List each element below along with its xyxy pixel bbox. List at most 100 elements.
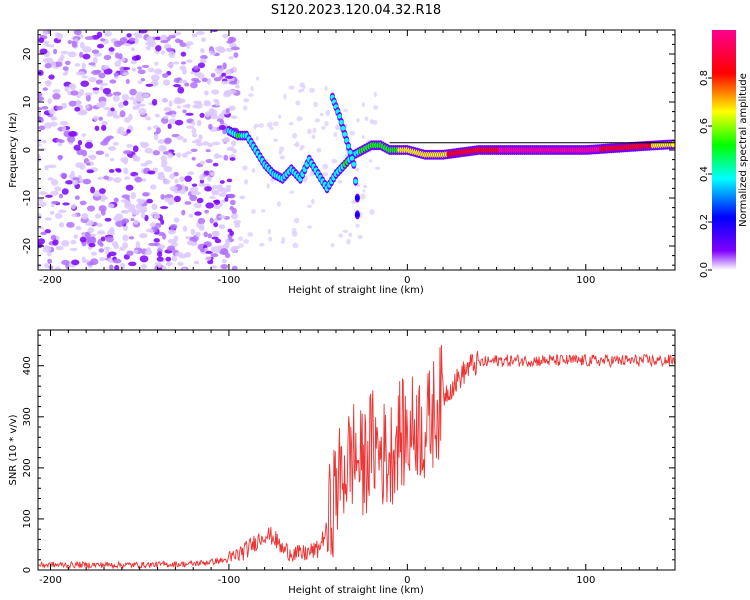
colorbar-tick-label: 0.6 bbox=[699, 118, 710, 134]
noise-speck bbox=[144, 147, 153, 154]
noise-speck bbox=[316, 147, 322, 153]
noise-speck bbox=[186, 240, 194, 246]
noise-speck bbox=[137, 80, 143, 84]
noise-speck bbox=[112, 114, 121, 119]
noise-speck bbox=[75, 162, 85, 168]
noise-speck bbox=[180, 61, 187, 65]
noise-speck bbox=[123, 167, 129, 175]
noise-speck bbox=[173, 84, 182, 88]
noise-speck bbox=[196, 197, 204, 204]
noise-speck bbox=[213, 76, 222, 82]
noise-speck bbox=[152, 150, 161, 156]
noise-speck bbox=[200, 54, 208, 60]
noise-speck bbox=[216, 65, 223, 69]
noise-speck bbox=[309, 87, 315, 93]
x-tick-label: 100 bbox=[576, 575, 595, 586]
snr-xlabel: Height of straight line (km) bbox=[288, 585, 424, 596]
noise-speck bbox=[295, 100, 301, 106]
noise-speck bbox=[154, 113, 160, 118]
noise-speck bbox=[190, 228, 196, 236]
noise-speck bbox=[141, 178, 147, 182]
noise-speck bbox=[310, 198, 315, 205]
y-tick-label: 20 bbox=[22, 48, 33, 61]
noise-speck bbox=[147, 67, 155, 73]
noise-speck bbox=[174, 178, 179, 184]
noise-speck bbox=[258, 122, 264, 128]
noise-speck bbox=[230, 140, 236, 147]
noise-speck bbox=[189, 186, 199, 193]
noise-speck bbox=[160, 219, 165, 225]
noise-speck bbox=[141, 64, 150, 69]
noise-speck bbox=[86, 169, 94, 174]
noise-speck bbox=[84, 231, 91, 239]
noise-speck bbox=[193, 79, 201, 83]
noise-speck bbox=[248, 93, 254, 97]
branch-point bbox=[353, 178, 358, 184]
noise-speck bbox=[163, 115, 169, 119]
noise-speck bbox=[322, 172, 328, 177]
noise-speck bbox=[185, 151, 192, 155]
noise-speck bbox=[288, 122, 294, 126]
noise-speck bbox=[279, 155, 285, 160]
noise-speck bbox=[96, 230, 106, 235]
noise-speck bbox=[221, 258, 227, 264]
noise-speck bbox=[99, 242, 104, 247]
noise-speck bbox=[138, 30, 148, 34]
y-tick-label: -10 bbox=[22, 190, 33, 206]
noise-speck bbox=[39, 197, 44, 203]
noise-speck bbox=[121, 218, 130, 224]
noise-speck bbox=[165, 111, 173, 116]
noise-speck bbox=[116, 169, 122, 173]
noise-speck bbox=[61, 259, 70, 266]
noise-speck bbox=[228, 81, 237, 85]
y-tick-label: 400 bbox=[22, 356, 33, 375]
noise-speck bbox=[268, 236, 273, 242]
noise-speck bbox=[97, 176, 104, 180]
noise-speck bbox=[125, 184, 134, 191]
noise-speck bbox=[337, 180, 343, 184]
noise-speck bbox=[98, 116, 103, 121]
noise-speck bbox=[75, 99, 82, 107]
noise-speck bbox=[227, 89, 237, 95]
noise-speck bbox=[51, 200, 60, 205]
noise-speck bbox=[47, 251, 52, 257]
noise-speck bbox=[164, 137, 172, 144]
noise-speck bbox=[221, 72, 227, 77]
noise-speck bbox=[119, 130, 127, 136]
noise-speck bbox=[137, 209, 147, 213]
noise-speck bbox=[199, 223, 205, 230]
noise-speck bbox=[160, 50, 166, 55]
noise-speck bbox=[205, 159, 213, 164]
noise-speck bbox=[168, 34, 176, 39]
noise-speck bbox=[364, 116, 369, 122]
noise-speck bbox=[141, 263, 147, 270]
noise-speck bbox=[319, 112, 324, 117]
noise-speck bbox=[114, 60, 122, 67]
noise-speck bbox=[335, 124, 339, 130]
colorbar-ticks: 0.0 0.2 0.4 0.6 0.8 bbox=[699, 70, 712, 278]
noise-speck bbox=[84, 36, 94, 41]
snr-ylabel: SNR (10 * v/v) bbox=[8, 414, 19, 485]
noise-speck bbox=[355, 224, 360, 228]
noise-speck bbox=[58, 139, 65, 144]
noise-speck bbox=[184, 201, 192, 205]
noise-speck bbox=[135, 91, 144, 99]
branch-point bbox=[351, 161, 357, 167]
noise-speck bbox=[151, 74, 160, 82]
noise-speck bbox=[333, 132, 338, 137]
noise-speck bbox=[73, 144, 81, 151]
y-tick-label: 300 bbox=[22, 407, 33, 426]
noise-speck bbox=[68, 83, 75, 89]
noise-speck bbox=[112, 91, 122, 96]
noise-speck bbox=[202, 141, 209, 146]
noise-speck bbox=[307, 128, 312, 135]
spectrogram-marks bbox=[38, 30, 675, 270]
noise-speck bbox=[213, 205, 221, 210]
noise-speck bbox=[237, 236, 244, 242]
noise-speck bbox=[41, 106, 49, 110]
noise-speck bbox=[105, 249, 110, 255]
noise-speck bbox=[259, 243, 265, 247]
noise-speck bbox=[174, 119, 184, 126]
noise-speck bbox=[369, 209, 375, 215]
